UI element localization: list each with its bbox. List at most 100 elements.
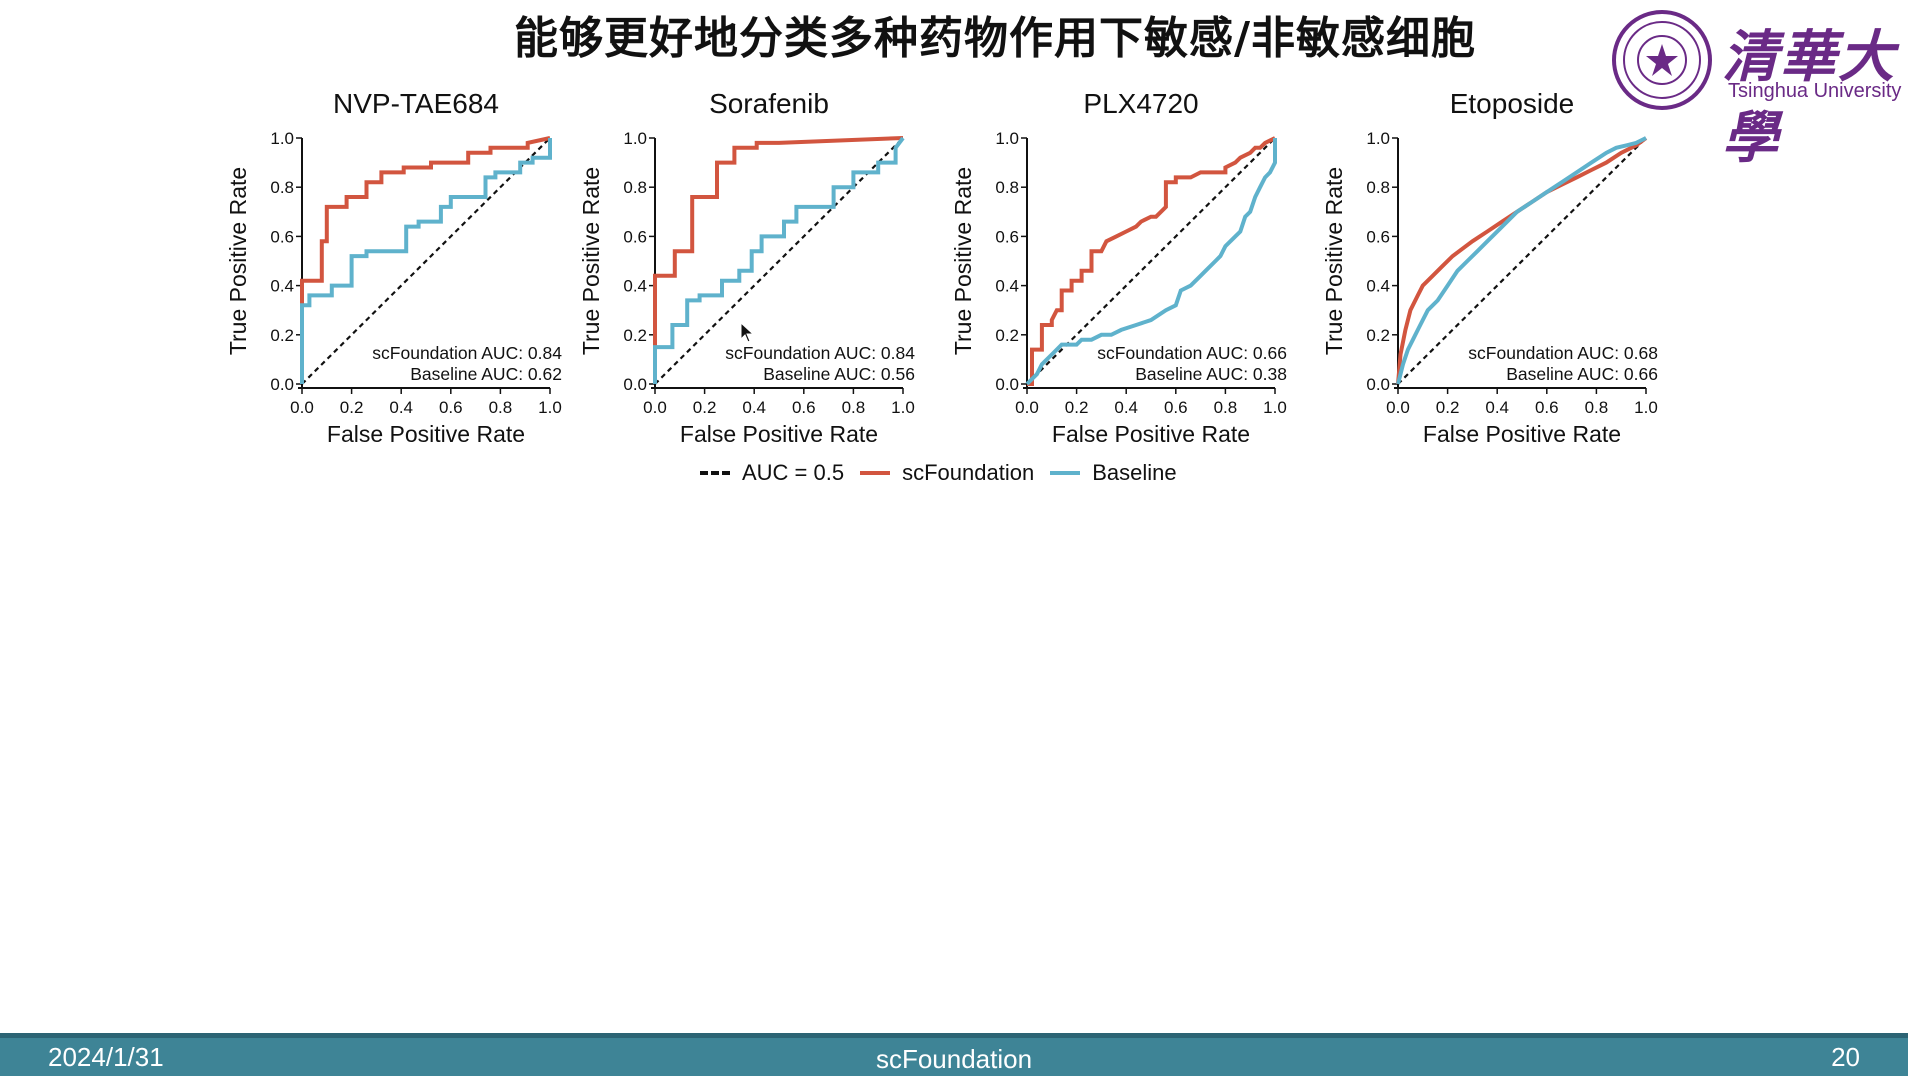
- x-tick-label: 0.2: [1436, 398, 1460, 417]
- y-tick-label: 0.4: [1366, 277, 1390, 296]
- mouse-cursor-icon: [740, 322, 755, 343]
- diagonal-reference-line: [1397, 137, 1647, 385]
- y-axis-label: True Positive Rate: [578, 167, 604, 355]
- diagonal-reference-line: [301, 137, 551, 385]
- auc-annotation: scFoundation AUC: 0.84: [372, 343, 562, 363]
- series-line-baseline: [1396, 136, 1647, 385]
- chart-title: NVP-TAE684: [333, 88, 499, 119]
- legend-item-scfoundation: scFoundation: [860, 460, 1034, 486]
- x-axis-label: False Positive Rate: [1052, 421, 1250, 447]
- y-axis-label: True Positive Rate: [1321, 167, 1347, 355]
- auc-annotation: scFoundation AUC: 0.84: [725, 343, 915, 363]
- x-axis-label: False Positive Rate: [327, 421, 525, 447]
- series-line-scfoundation: [1027, 136, 1276, 386]
- y-tick-label: 0.2: [1366, 326, 1390, 345]
- chart-title: Sorafenib: [709, 88, 829, 119]
- x-tick-label: 0.0: [290, 398, 314, 417]
- x-tick-label: 0.8: [489, 398, 513, 417]
- diagonal-reference-line: [654, 137, 904, 385]
- x-tick-label: 0.2: [1065, 398, 1089, 417]
- auc-annotation: Baseline AUC: 0.38: [1135, 364, 1287, 384]
- x-tick-label: 1.0: [1263, 398, 1287, 417]
- legend-swatch-diagonal: [700, 471, 730, 475]
- x-tick-label: 0.6: [792, 398, 816, 417]
- x-tick-label: 0.8: [1214, 398, 1238, 417]
- y-tick-label: 0.4: [270, 277, 294, 296]
- roc-charts: NVP-TAE684 0.0 0.2 0.4 0.6 0.8 1.0 0.0 0.2 0.4 0.6…: [225, 88, 1658, 447]
- x-tick-label: 0.6: [1164, 398, 1188, 417]
- legend-swatch-scfoundation: [860, 471, 891, 475]
- logo-english-text: Tsinghua University: [1728, 80, 1902, 102]
- auc-annotation: Baseline AUC: 0.56: [763, 364, 915, 384]
- y-tick-label: 0.8: [1366, 178, 1390, 197]
- y-tick-label: 0.4: [995, 277, 1019, 296]
- seal-icon: [1612, 10, 1712, 110]
- y-tick-label: 1.0: [623, 129, 647, 148]
- y-tick-label: 0.6: [623, 227, 647, 246]
- series-line-scfoundation: [1396, 136, 1648, 385]
- y-tick-label: 0.2: [995, 326, 1019, 345]
- chart-title: Etoposide: [1450, 88, 1575, 119]
- auc-annotation: scFoundation AUC: 0.68: [1468, 343, 1658, 363]
- y-tick-label: 0.8: [623, 178, 647, 197]
- logo-chinese-text: 清華大學: [1722, 24, 1896, 171]
- x-tick-label: 0.4: [1114, 398, 1138, 417]
- y-tick-label: 0.2: [270, 326, 294, 345]
- y-tick-label: 0.6: [1366, 227, 1390, 246]
- series-line-baseline: [1025, 138, 1277, 386]
- legend-label: scFoundation: [902, 460, 1035, 485]
- x-tick-label: 0.0: [1015, 398, 1039, 417]
- y-tick-label: 0.0: [1366, 375, 1390, 394]
- y-tick-label: 0.2: [623, 326, 647, 345]
- page-number: 20: [1831, 1042, 1860, 1072]
- x-axis-label: False Positive Rate: [680, 421, 878, 447]
- auc-annotation: Baseline AUC: 0.66: [1506, 364, 1658, 384]
- legend-item-baseline: Baseline: [1050, 460, 1177, 486]
- x-tick-label: 0.4: [389, 398, 413, 417]
- legend-label: Baseline: [1092, 460, 1177, 485]
- series-line-scfoundation: [653, 136, 904, 384]
- y-tick-label: 0.0: [995, 375, 1019, 394]
- x-tick-label: 0.0: [643, 398, 667, 417]
- y-tick-label: 0.8: [995, 178, 1019, 197]
- y-tick-label: 0.0: [623, 375, 647, 394]
- series-line-baseline: [300, 138, 552, 384]
- y-tick-label: 0.6: [270, 227, 294, 246]
- y-tick-label: 0.8: [270, 178, 294, 197]
- chart-legend: AUC = 0.5 scFoundation Baseline: [700, 455, 1193, 491]
- auc-annotation: Baseline AUC: 0.62: [410, 364, 562, 384]
- university-logo: 清華大學 Tsinghua University: [1610, 8, 1908, 171]
- y-tick-label: 0.4: [623, 277, 647, 296]
- x-tick-label: 0.0: [1386, 398, 1410, 417]
- series-line-scfoundation: [300, 136, 551, 384]
- x-tick-label: 0.6: [439, 398, 463, 417]
- x-tick-label: 0.2: [340, 398, 364, 417]
- footer-title: scFoundation: [875, 1044, 1033, 1074]
- x-tick-label: 0.2: [693, 398, 717, 417]
- x-tick-label: 0.8: [1585, 398, 1609, 417]
- y-tick-label: 0.6: [995, 227, 1019, 246]
- slide-footer: 2024/1/31 scFoundation 20: [0, 1033, 1908, 1076]
- y-tick-label: 1.0: [1366, 129, 1390, 148]
- x-tick-label: 0.6: [1535, 398, 1559, 417]
- x-tick-label: 0.4: [1485, 398, 1509, 417]
- slide-title: 能够更好地分类多种药物作用下敏感/非敏感细胞: [513, 13, 1477, 64]
- x-tick-label: 1.0: [891, 398, 915, 417]
- x-tick-label: 0.8: [842, 398, 866, 417]
- x-tick-label: 0.4: [742, 398, 766, 417]
- footer-date: 2024/1/31: [48, 1042, 164, 1072]
- auc-annotation: scFoundation AUC: 0.66: [1097, 343, 1287, 363]
- x-tick-label: 1.0: [538, 398, 562, 417]
- legend-item-diagonal: AUC = 0.5: [700, 460, 844, 486]
- x-axis-label: False Positive Rate: [1423, 421, 1621, 447]
- y-tick-label: 0.0: [270, 375, 294, 394]
- x-tick-label: 1.0: [1634, 398, 1658, 417]
- y-axis-label: True Positive Rate: [225, 167, 251, 355]
- series-line-baseline: [653, 136, 905, 384]
- y-tick-label: 1.0: [270, 129, 294, 148]
- y-axis-label: True Positive Rate: [950, 167, 976, 355]
- chart-title: PLX4720: [1083, 88, 1198, 119]
- legend-label: AUC = 0.5: [742, 460, 845, 485]
- legend-swatch-baseline: [1050, 471, 1081, 475]
- y-tick-label: 1.0: [995, 129, 1019, 148]
